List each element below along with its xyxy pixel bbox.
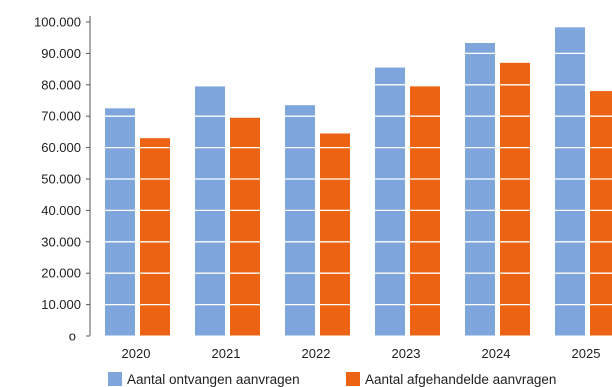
y-tick-label: 90.000 xyxy=(41,46,81,61)
gridlines xyxy=(91,21,612,306)
y-tick-label: 50.000 xyxy=(41,172,81,187)
y-tick-label: 40.000 xyxy=(41,203,81,218)
bar-received-2025 xyxy=(555,27,585,336)
legend-label-handled: Aantal afgehandelde aanvragen xyxy=(365,372,556,387)
bar-received-2023 xyxy=(375,67,405,336)
bar-received-2022 xyxy=(285,105,315,337)
x-tick-label: 2022 xyxy=(302,346,331,361)
x-tick-label: 2024 xyxy=(482,346,511,361)
bar-received-2020 xyxy=(105,108,135,336)
bar-handled-2023 xyxy=(410,86,440,337)
y-tick-label: 30.000 xyxy=(41,234,81,249)
y-tick-label: 100.000 xyxy=(34,15,81,30)
x-axis: 2020 2021 2022 2023 2024 2025 xyxy=(90,335,612,361)
bar-handled-2025 xyxy=(590,91,612,336)
y-tick-label: 10.000 xyxy=(41,297,81,312)
x-tick-label: 2025 xyxy=(572,346,601,361)
x-tick-label: 2021 xyxy=(212,346,241,361)
bar-received-2024 xyxy=(465,43,495,337)
bar-handled-2022 xyxy=(320,133,350,336)
legend-label-received: Aantal ontvangen aanvragen xyxy=(127,372,300,387)
y-axis: o 10.000 20.000 30.000 40.000 50.000 60.000 70.… xyxy=(34,15,91,344)
legend: Aantal ontvangen aanvragen Aantal afgehan… xyxy=(108,372,556,387)
bar-received-2021 xyxy=(195,86,225,337)
legend-swatch-handled xyxy=(346,372,360,386)
y-tick-label: 60.000 xyxy=(41,140,81,155)
y-tick-label: 20.000 xyxy=(41,266,81,281)
bar-handled-2020 xyxy=(140,138,170,336)
y-tick-label: 80.000 xyxy=(41,77,81,92)
bar-handled-2021 xyxy=(230,117,260,337)
x-tick-label: 2020 xyxy=(122,346,151,361)
bar-handled-2024 xyxy=(500,62,530,336)
bars xyxy=(105,27,612,337)
x-tick-label: 2023 xyxy=(392,346,421,361)
y-tick-label: o xyxy=(69,329,76,344)
y-tick-label: 70.000 xyxy=(41,109,81,124)
legend-swatch-received xyxy=(108,372,122,386)
